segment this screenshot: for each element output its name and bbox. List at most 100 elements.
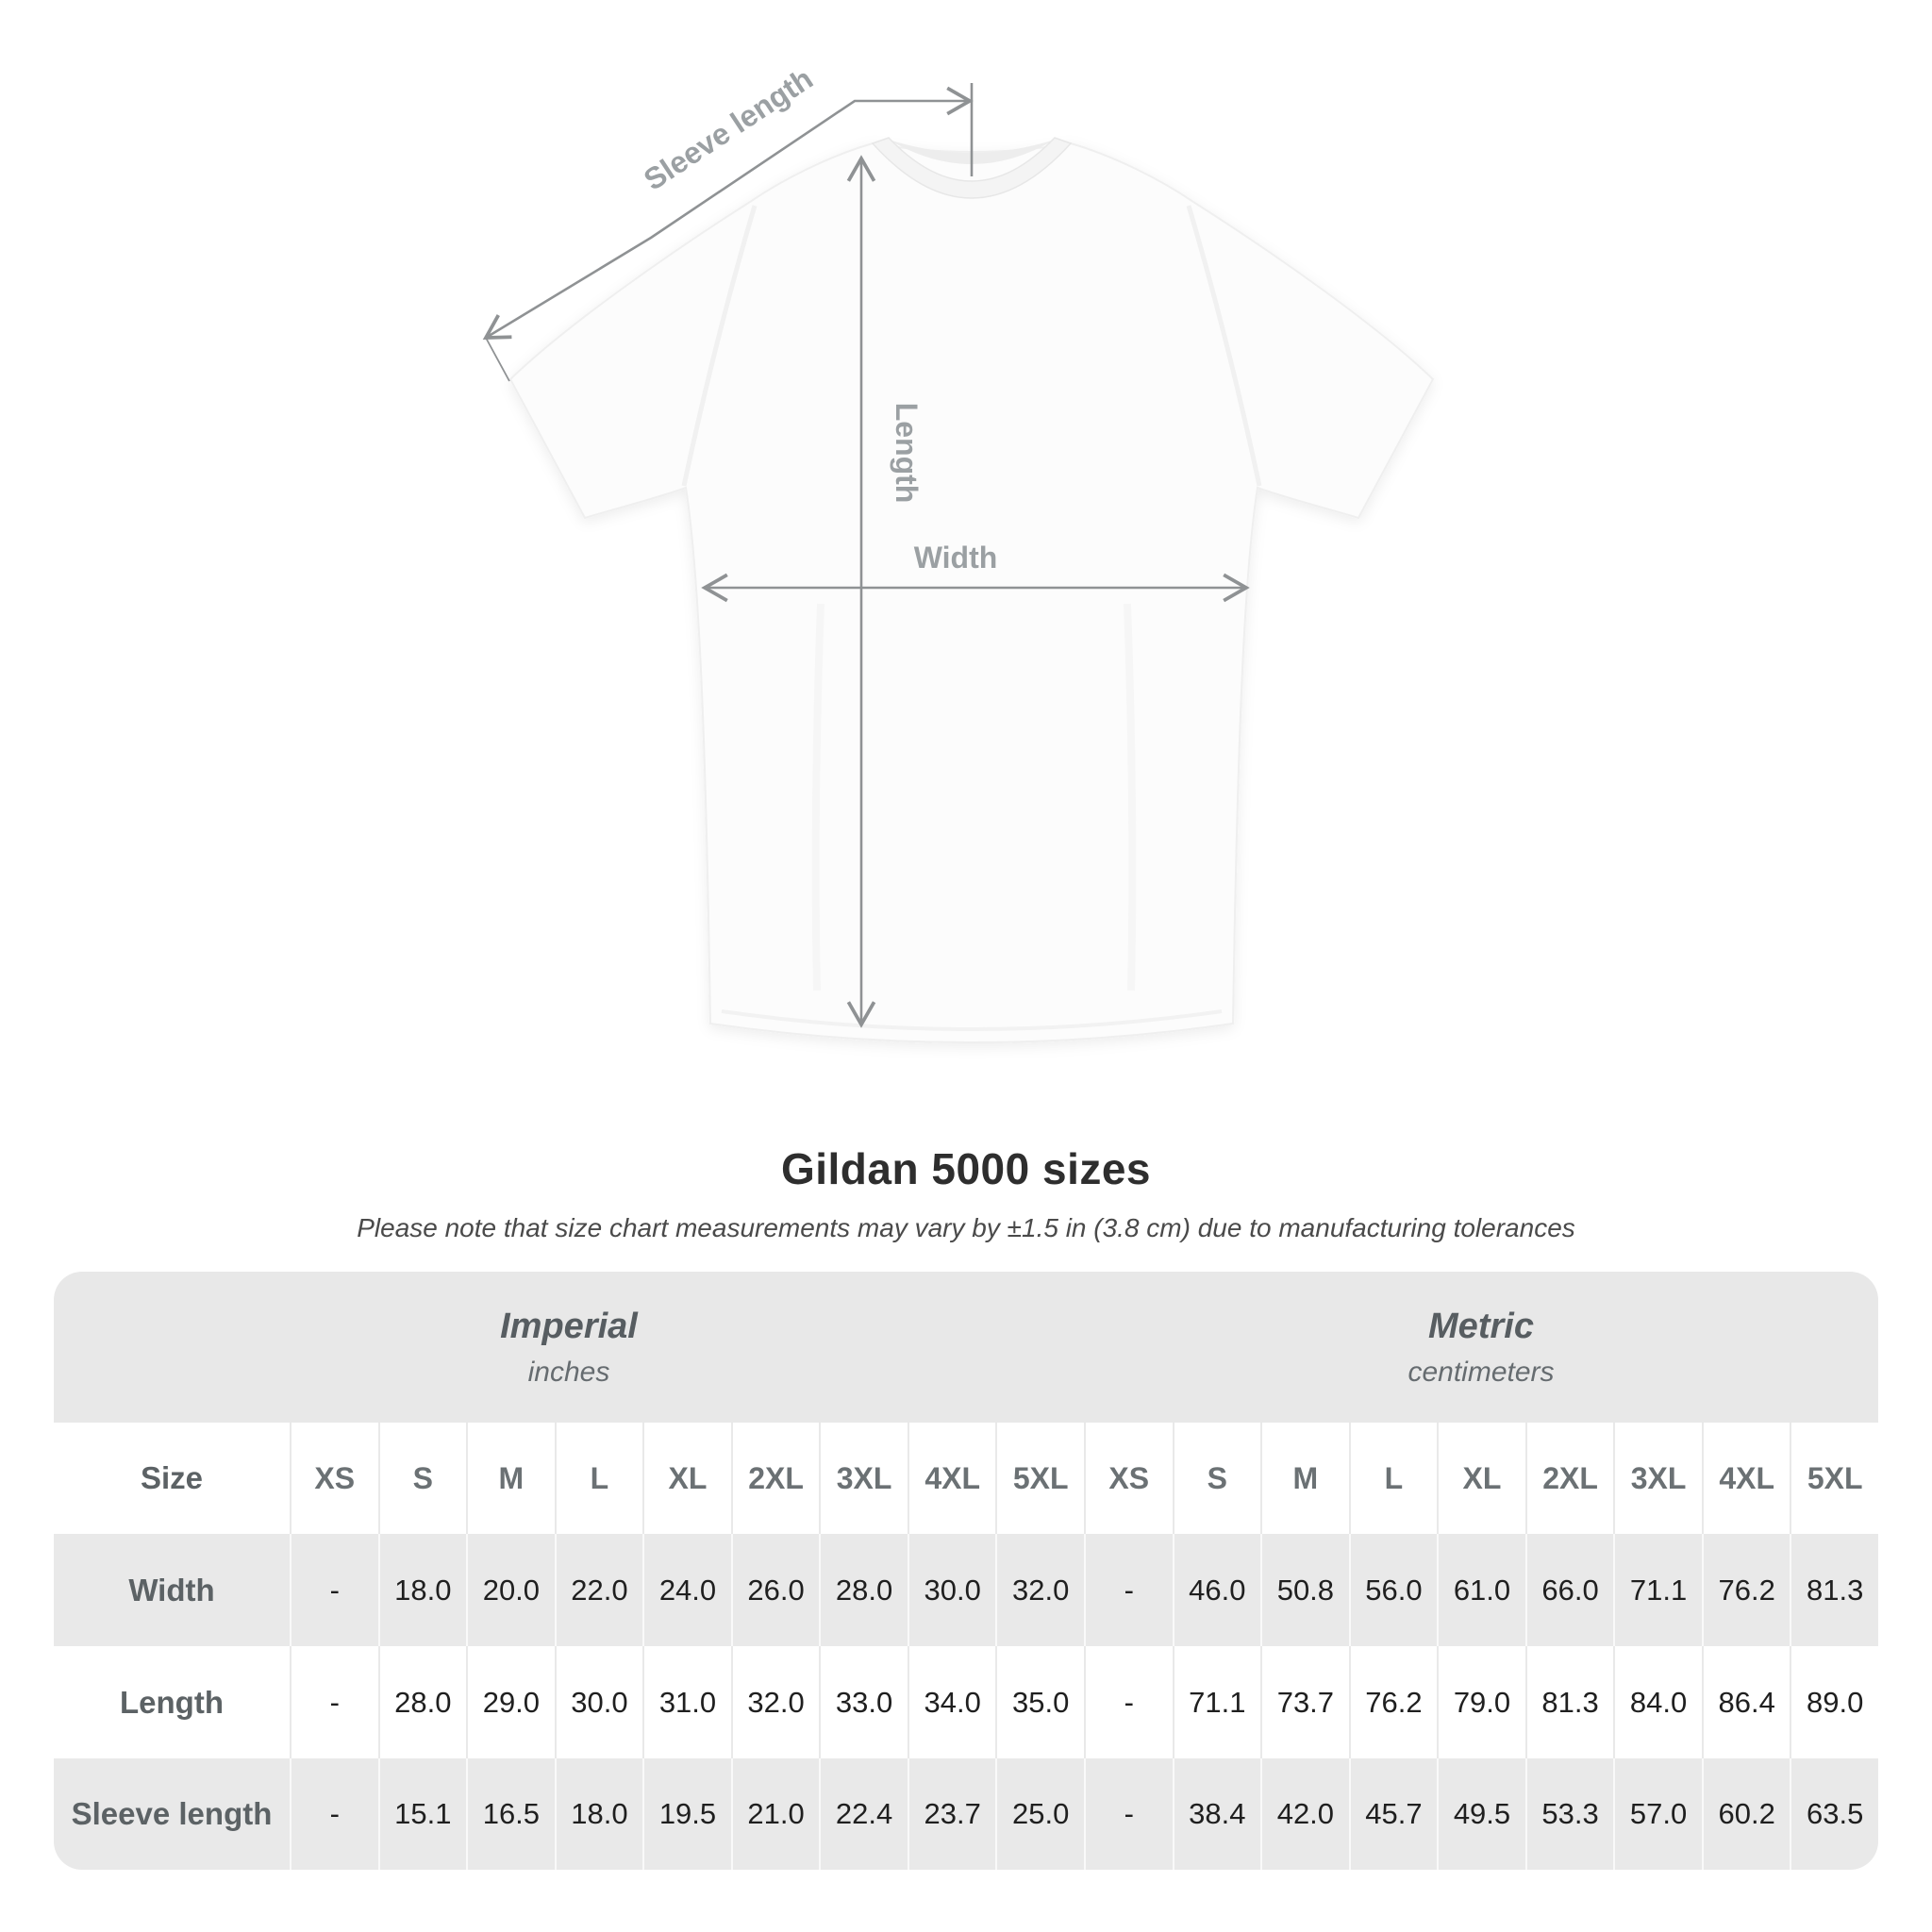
size-col: S	[377, 1423, 467, 1534]
sleeve-2xl-cm: 53.3	[1524, 1758, 1614, 1870]
sleeve-l-in: 18.0	[554, 1758, 643, 1870]
length-m-cm: 73.7	[1260, 1646, 1349, 1758]
length-s-cm: 71.1	[1172, 1646, 1261, 1758]
sleeve-5xl-cm: 63.5	[1790, 1758, 1878, 1870]
length-3xl-in: 33.0	[819, 1646, 908, 1758]
size-col: 4XL	[1701, 1423, 1790, 1534]
size-col: XL	[1437, 1423, 1525, 1534]
length-l-in: 30.0	[554, 1646, 643, 1758]
sleeve-3xl-cm: 57.0	[1613, 1758, 1702, 1870]
width-l-cm: 56.0	[1348, 1534, 1438, 1646]
width-s-in: 18.0	[377, 1534, 467, 1646]
size-col: XS	[1084, 1423, 1173, 1534]
size-col: 5XL	[1790, 1423, 1878, 1534]
sleeve-m-cm: 42.0	[1260, 1758, 1349, 1870]
width-xs-cm: -	[1084, 1534, 1173, 1646]
size-col: L	[554, 1423, 643, 1534]
sleeve-xl-in: 19.5	[642, 1758, 731, 1870]
width-5xl-in: 32.0	[995, 1534, 1084, 1646]
width-label: Width	[914, 541, 998, 575]
size-column-header: Size	[140, 1460, 204, 1495]
size-col: M	[1260, 1423, 1349, 1534]
sleeve-3xl-in: 22.4	[819, 1758, 908, 1870]
fabric-fold	[1124, 603, 1137, 991]
length-2xl-cm: 81.3	[1524, 1646, 1614, 1758]
width-5xl-cm: 81.3	[1790, 1534, 1878, 1646]
table-row-sleeve-length: Sleeve length - 15.1 16.5 18.0 19.5 21.0…	[54, 1758, 1878, 1870]
length-3xl-cm: 84.0	[1613, 1646, 1702, 1758]
length-label: Length	[890, 403, 924, 504]
width-xl-cm: 61.0	[1437, 1534, 1525, 1646]
length-5xl-cm: 89.0	[1790, 1646, 1878, 1758]
width-l-in: 22.0	[554, 1534, 643, 1646]
size-col: 2XL	[730, 1423, 820, 1534]
length-l-cm: 76.2	[1348, 1646, 1438, 1758]
length-4xl-in: 34.0	[907, 1646, 996, 1758]
width-xs-in: -	[290, 1534, 378, 1646]
length-5xl-in: 35.0	[995, 1646, 1084, 1758]
row-label: Length	[120, 1684, 224, 1720]
sleeve-s-cm: 38.4	[1172, 1758, 1261, 1870]
size-header-row: Size XS S M L XL 2XL 3XL 4XL 5XL XS S M …	[54, 1423, 1878, 1534]
tolerance-note: Please note that size chart measurements…	[357, 1213, 1575, 1242]
size-table: Imperial inches Metric centimeters Size …	[54, 1272, 1878, 1870]
width-2xl-cm: 66.0	[1524, 1534, 1614, 1646]
imperial-group-header: Imperial inches	[54, 1272, 1084, 1423]
fabric-fold	[811, 603, 824, 991]
sleeve-l-cm: 45.7	[1348, 1758, 1438, 1870]
sleeve-4xl-cm: 60.2	[1701, 1758, 1790, 1870]
size-col: 3XL	[1613, 1423, 1702, 1534]
sleeve-xl-cm: 49.5	[1437, 1758, 1525, 1870]
width-m-in: 20.0	[466, 1534, 555, 1646]
sleeve-length-extension-line	[485, 337, 510, 382]
length-2xl-in: 32.0	[730, 1646, 820, 1758]
hem-seam	[721, 1009, 1223, 1031]
length-s-in: 28.0	[377, 1646, 467, 1758]
unit-group-band: Imperial inches Metric centimeters	[54, 1272, 1878, 1423]
size-col: 5XL	[995, 1423, 1084, 1534]
sleeve-5xl-in: 25.0	[995, 1758, 1084, 1870]
length-m-in: 29.0	[466, 1646, 555, 1758]
size-col: M	[466, 1423, 555, 1534]
length-xs-in: -	[290, 1646, 378, 1758]
imperial-unit: inches	[527, 1356, 610, 1388]
size-col: 3XL	[819, 1423, 908, 1534]
width-xl-in: 24.0	[642, 1534, 731, 1646]
imperial-label: Imperial	[500, 1306, 638, 1346]
tshirt-drawing	[508, 137, 1435, 1043]
length-4xl-cm: 86.4	[1701, 1646, 1790, 1758]
size-col: 2XL	[1524, 1423, 1614, 1534]
length-xl-cm: 79.0	[1437, 1646, 1525, 1758]
sleeve-m-in: 16.5	[466, 1758, 555, 1870]
width-2xl-in: 26.0	[730, 1534, 820, 1646]
row-label: Width	[128, 1572, 215, 1607]
size-col: S	[1172, 1423, 1261, 1534]
width-s-cm: 46.0	[1172, 1534, 1261, 1646]
sleeve-xs-cm: -	[1084, 1758, 1173, 1870]
sleeve-2xl-in: 21.0	[730, 1758, 820, 1870]
width-4xl-in: 30.0	[907, 1534, 996, 1646]
page-title: Gildan 5000 sizes	[780, 1144, 1152, 1193]
width-m-cm: 50.8	[1260, 1534, 1349, 1646]
width-3xl-cm: 71.1	[1613, 1534, 1702, 1646]
sleeve-xs-in: -	[290, 1758, 378, 1870]
size-col: 4XL	[907, 1423, 996, 1534]
width-4xl-cm: 76.2	[1701, 1534, 1790, 1646]
sleeve-4xl-in: 23.7	[907, 1758, 996, 1870]
sleeve-s-in: 15.1	[377, 1758, 467, 1870]
size-col: L	[1348, 1423, 1438, 1534]
length-xs-cm: -	[1084, 1646, 1173, 1758]
size-col: XS	[290, 1423, 378, 1534]
table-row-width: Width - 18.0 20.0 22.0 24.0 26.0 28.0 30…	[54, 1534, 1878, 1646]
length-xl-in: 31.0	[642, 1646, 731, 1758]
tshirt-figure: Sleeve length Length Width	[482, 61, 1435, 1043]
metric-group-header: Metric centimeters	[1084, 1272, 1878, 1423]
right-sleeve-seam	[1186, 205, 1262, 487]
width-3xl-in: 28.0	[819, 1534, 908, 1646]
metric-label: Metric	[1428, 1306, 1534, 1346]
row-label: Sleeve length	[71, 1796, 273, 1831]
metric-unit: centimeters	[1407, 1356, 1555, 1388]
size-col: XL	[642, 1423, 731, 1534]
sleeve-length-dimension-line	[482, 86, 974, 340]
